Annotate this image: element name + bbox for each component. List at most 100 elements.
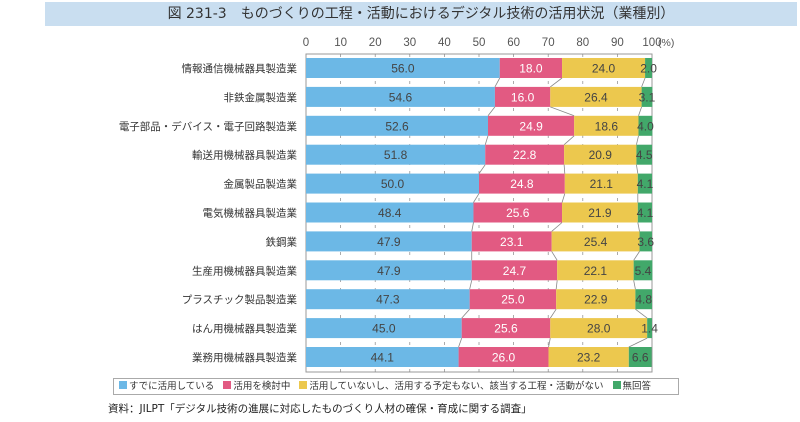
data-label: 2.0	[640, 62, 657, 76]
bar-segment	[628, 347, 652, 367]
connector-line	[563, 135, 575, 145]
connector-line	[641, 77, 646, 88]
bar-segment	[564, 144, 637, 165]
bar-segment	[471, 231, 552, 252]
legend-swatch	[223, 381, 232, 389]
bar-segment	[306, 318, 462, 339]
connector-line	[487, 106, 496, 117]
x-tick-label: 10	[334, 37, 347, 49]
category-label: 鉄鋼業	[266, 235, 298, 248]
data-label: 24.9	[519, 119, 543, 133]
x-tick-label: 90	[611, 37, 624, 49]
data-label: 23.2	[577, 351, 601, 365]
bar-segment	[306, 58, 500, 78]
connector-line	[551, 251, 558, 261]
title-bar: 図 231-3 ものづくりの工程・活動におけるデジタル技術の活用状況（業種別）	[45, 2, 797, 26]
legend-label: 活用していないし、活用する予定もない、該当する工程・活動がない	[309, 381, 604, 392]
stacked-bar-chart: 0 10 20 30 40 50 60 70 80 90 100(%) 情報通信機械器具製造業非鉄金属…	[119, 37, 674, 373]
x-tick-label: 50	[473, 37, 486, 49]
bar-segment	[458, 347, 549, 367]
connector-line	[473, 193, 480, 203]
data-label: 52.6	[385, 119, 409, 133]
bar-segment	[564, 173, 638, 194]
data-label: 21.1	[590, 177, 614, 191]
bar-segment	[461, 318, 551, 339]
category-label: 非鉄金属製造業	[224, 91, 298, 104]
bar-segment	[479, 173, 565, 194]
bar-segment	[306, 347, 459, 367]
data-label: 44.1	[371, 351, 395, 365]
legend-item: 活用を検討中	[223, 379, 290, 394]
legend-swatch	[612, 381, 621, 389]
connector-line	[484, 135, 489, 145]
bar-segment	[469, 289, 557, 310]
data-label: 20.9	[589, 148, 613, 162]
data-label: 26.4	[584, 90, 608, 104]
data-label: 6.6	[632, 351, 649, 365]
legend-label: すでに活用している	[129, 381, 215, 392]
data-label: 4.1	[637, 177, 654, 191]
data-label: 5.4	[635, 264, 652, 278]
bar-segment	[306, 115, 488, 136]
bar-segment	[641, 86, 653, 107]
data-label: 4.8	[635, 293, 652, 307]
connector-line	[561, 193, 566, 203]
data-label: 48.4	[378, 206, 402, 220]
data-label: 18.6	[595, 119, 619, 133]
connector-line	[637, 222, 640, 232]
data-label: 50.0	[381, 177, 405, 191]
connector-line	[628, 337, 648, 348]
bar-segment	[633, 260, 653, 281]
bar-segment	[550, 86, 642, 107]
connector-line	[636, 164, 639, 174]
data-label: 1.4	[641, 322, 658, 336]
bar-segment	[306, 144, 486, 165]
connector-line	[635, 308, 648, 319]
category-label: 情報通信機械器具製造業	[182, 62, 298, 75]
data-label: 25.0	[501, 293, 525, 307]
bar-segment	[562, 202, 638, 223]
bar-segment	[636, 144, 652, 165]
data-label: 25.6	[506, 206, 530, 220]
bar-segment	[485, 144, 565, 165]
bar-segment	[487, 115, 575, 136]
category-label: プラスチック製品製造業	[182, 293, 298, 306]
data-label: 22.1	[584, 264, 608, 278]
bar-segment	[637, 202, 652, 223]
bar-segment	[499, 58, 563, 78]
legend-label: 無回答	[622, 381, 652, 392]
data-label: 24.7	[503, 264, 527, 278]
bar-segment	[550, 318, 648, 339]
data-label: 4.0	[637, 119, 654, 133]
data-label: 24.0	[592, 62, 616, 76]
data-label: 23.1	[500, 235, 524, 249]
category-label: 輸送用機械器具製造業	[192, 149, 297, 162]
data-label: 24.8	[510, 177, 534, 191]
x-tick-label: 60	[507, 37, 520, 49]
data-label: 47.9	[377, 264, 401, 278]
bar-segment	[306, 86, 495, 107]
bar-segment	[473, 202, 563, 223]
bar-segment	[637, 173, 652, 194]
x-tick-label: 20	[369, 37, 382, 49]
bar-segment	[645, 58, 652, 78]
bar-segment	[306, 289, 470, 310]
data-label: 56.0	[391, 62, 415, 76]
bar-segment	[471, 260, 558, 281]
data-label: 51.8	[384, 148, 408, 162]
data-label: 26.0	[492, 351, 516, 365]
legend-swatch	[119, 381, 127, 389]
bar-segment	[306, 202, 474, 223]
x-tick-label: 100	[642, 37, 661, 49]
bar-segment	[556, 289, 636, 310]
connector-line	[461, 308, 470, 319]
x-tick-label: 80	[576, 37, 589, 49]
x-tick-label: 40	[438, 37, 451, 49]
data-label: 25.6	[494, 322, 518, 336]
data-label: 16.0	[511, 90, 535, 104]
connector-line	[478, 164, 486, 174]
category-label: 電気機械器具製造業	[203, 207, 298, 220]
bar-segment	[548, 347, 629, 367]
bar-segment	[306, 260, 472, 281]
bar-segment	[562, 58, 646, 78]
